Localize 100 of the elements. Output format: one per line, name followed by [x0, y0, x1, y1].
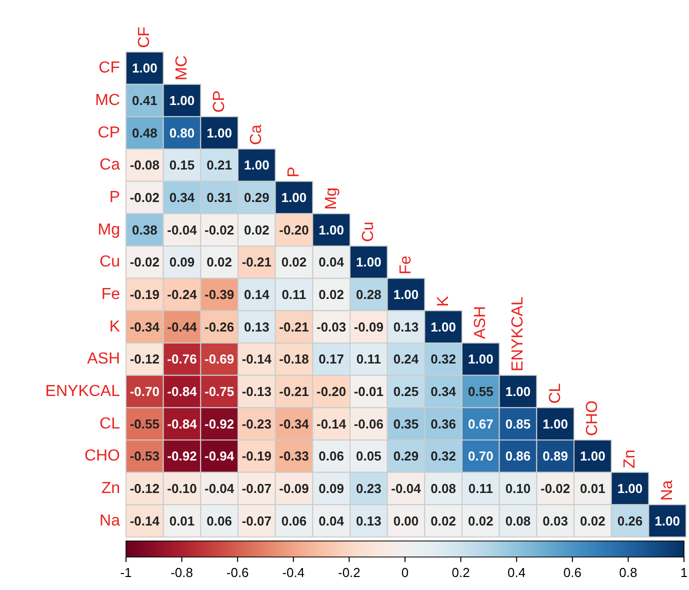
data-label: 0.06 [281, 513, 307, 528]
data-label: 0.41 [132, 93, 158, 108]
color-bar-label: 0.8 [619, 565, 638, 580]
data-label: -0.84 [167, 416, 198, 432]
data-label: 1.00 [580, 448, 606, 464]
data-label: 0.00 [393, 513, 419, 528]
data-label: 0.15 [169, 158, 195, 173]
data-label: -0.14 [130, 513, 160, 528]
color-bar-label: 0 [401, 565, 409, 580]
data-label: 0.13 [393, 319, 419, 334]
data-label: 0.34 [430, 384, 457, 399]
color-bar-label: 1 [680, 565, 688, 580]
data-label: -0.14 [316, 416, 347, 432]
y-tick-label: P [109, 189, 120, 206]
data-label: 0.38 [132, 222, 158, 238]
color-bar-label: -0.8 [170, 565, 194, 580]
data-label: -0.69 [204, 352, 234, 367]
color-bar-label: -1 [120, 565, 132, 580]
data-label: 1.00 [318, 222, 344, 238]
data-label: -0.26 [204, 319, 234, 334]
y-tick-label: Cu [100, 254, 120, 271]
data-label: -0.92 [167, 448, 197, 464]
data-label: 0.34 [169, 190, 196, 205]
data-label: 0.14 [244, 287, 270, 302]
data-label: 0.02 [244, 222, 270, 238]
color-bar-label: 0.6 [563, 565, 582, 580]
data-label: 0.23 [356, 481, 382, 496]
y-tick-label: ENYKCAL [45, 383, 120, 400]
data-label: -0.06 [354, 416, 384, 432]
data-label: -0.21 [279, 384, 309, 399]
data-label: -0.55 [130, 416, 160, 432]
data-label: 0.09 [169, 254, 195, 270]
data-label: 0.05 [356, 448, 382, 464]
data-label: 0.04 [318, 513, 345, 528]
data-label: -0.19 [130, 287, 160, 302]
data-label: -0.53 [130, 448, 160, 464]
data-label: 0.67 [468, 416, 494, 432]
data-label: 0.29 [244, 190, 270, 205]
data-label: 0.48 [132, 125, 158, 140]
data-label: 1.00 [654, 513, 680, 528]
data-label: 0.09 [318, 481, 344, 496]
data-label: 0.86 [505, 448, 531, 464]
data-label: 0.32 [430, 448, 456, 464]
data-label: -0.12 [130, 352, 160, 367]
data-label: -0.34 [130, 319, 160, 334]
data-label: 0.06 [206, 513, 232, 528]
y-tick-label: ASH [87, 350, 120, 368]
data-label: 0.03 [542, 513, 568, 528]
data-label: 0.01 [580, 481, 606, 496]
y-tick-label: MC [95, 92, 120, 109]
color-bar-label: -0.2 [338, 565, 360, 580]
data-label: 0.24 [393, 352, 420, 367]
data-label: 0.21 [206, 158, 232, 173]
data-label: 0.08 [430, 481, 456, 496]
y-tick-label: Zn [101, 480, 120, 497]
data-label: -0.02 [130, 254, 160, 270]
color-bar-label: 0.2 [452, 565, 470, 580]
data-label: -0.18 [279, 352, 309, 367]
data-label: 0.29 [393, 448, 419, 464]
data-label: 1.00 [430, 319, 456, 334]
data-label: -0.02 [204, 222, 234, 238]
data-label: 0.32 [430, 352, 456, 367]
data-label: -0.44 [167, 319, 198, 334]
data-label: 1.00 [281, 190, 307, 205]
data-label: 0.11 [356, 352, 381, 367]
data-label: -0.04 [391, 481, 422, 496]
data-label: 1.00 [542, 416, 568, 432]
x-tick-label: ASH [472, 306, 490, 339]
data-label: 0.85 [505, 416, 531, 432]
data-label: -0.70 [130, 384, 160, 399]
data-label: 0.02 [318, 287, 344, 302]
data-label: -0.34 [279, 416, 310, 432]
data-label: -0.94 [204, 448, 235, 464]
data-label: 0.28 [356, 287, 382, 302]
data-label: -0.84 [167, 384, 198, 399]
data-label: -0.75 [204, 384, 234, 399]
data-label: 0.17 [318, 352, 344, 367]
data-label: -0.07 [242, 481, 272, 496]
data-label: 0.89 [542, 448, 568, 464]
data-label: 1.00 [505, 384, 531, 399]
data-label: 0.36 [430, 416, 456, 432]
data-label: -0.10 [167, 481, 197, 496]
color-bar-label: -0.6 [226, 565, 249, 580]
data-label: -0.07 [242, 513, 272, 528]
data-label: -0.24 [167, 287, 198, 302]
data-label: 0.02 [206, 254, 232, 270]
data-label: 0.55 [468, 384, 494, 399]
data-label: -0.20 [279, 222, 309, 238]
data-label: 0.06 [318, 448, 344, 464]
y-tick-label: Ca [100, 156, 120, 174]
data-label: 0.13 [356, 513, 382, 528]
data-label: 0.01 [169, 513, 195, 528]
data-label: -0.76 [167, 352, 197, 367]
y-tick-label: CF [98, 60, 120, 77]
data-label: -0.01 [354, 384, 384, 399]
data-label: -0.23 [242, 416, 272, 432]
data-label: 0.02 [430, 513, 456, 528]
data-label: -0.14 [242, 352, 272, 367]
data-label: 0.13 [244, 319, 270, 334]
y-tick-label: CP [98, 124, 120, 142]
